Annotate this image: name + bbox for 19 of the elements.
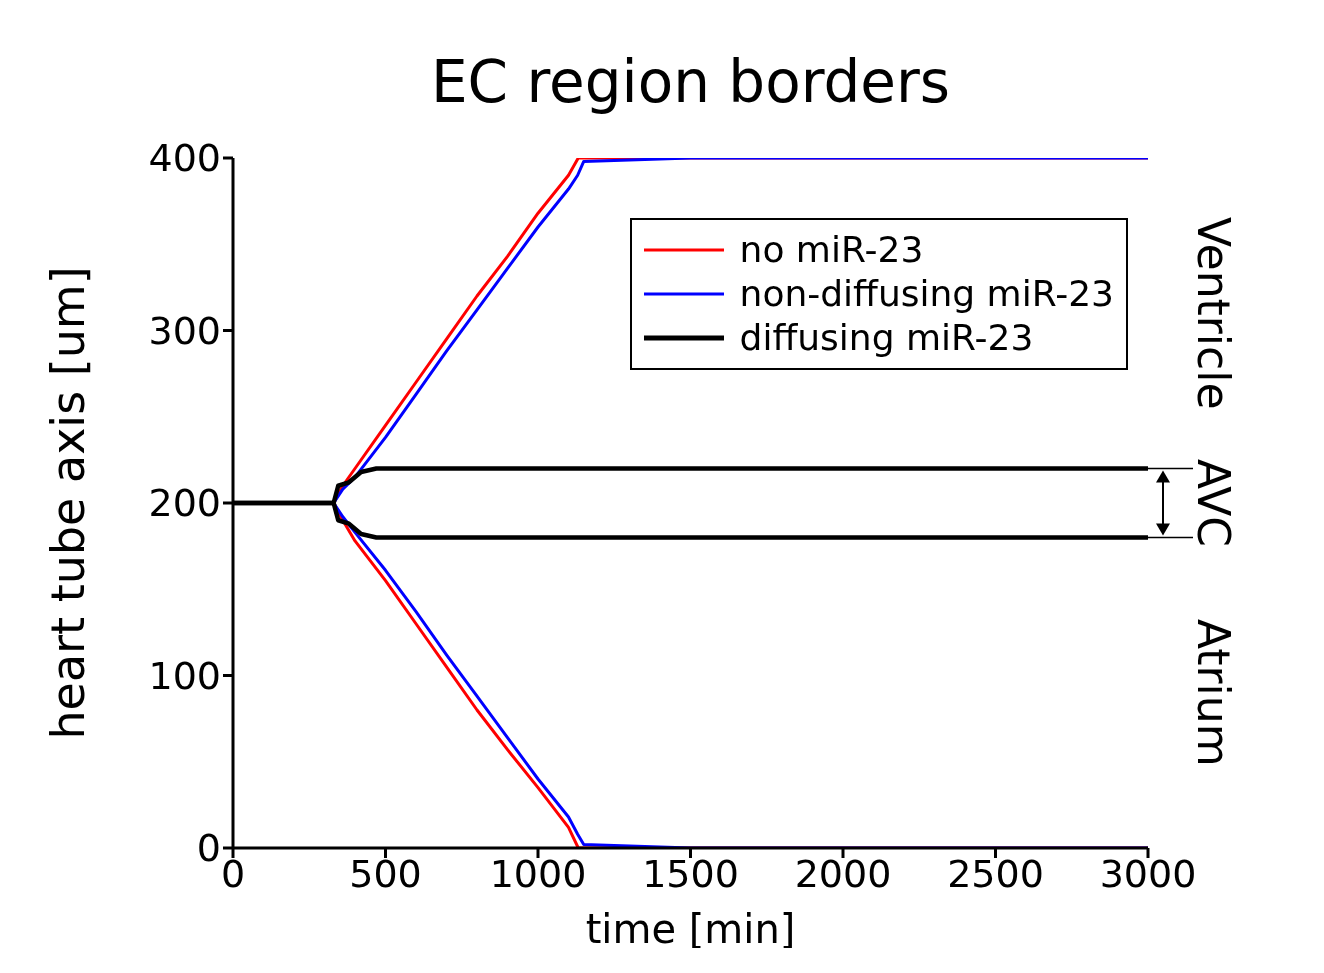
legend-label: non-diffusing miR-23: [739, 272, 1114, 316]
legend-label: diffusing miR-23: [739, 316, 1034, 360]
x-tick-label: 3000: [1099, 851, 1197, 896]
x-tick-label: 1500: [642, 851, 739, 896]
x-tick-label: 2500: [947, 851, 1044, 896]
text: Atrium: [1187, 618, 1239, 767]
text: AVC: [1187, 458, 1239, 548]
x-axis-title: time [min]: [585, 906, 796, 952]
text: Ventricle: [1187, 216, 1239, 410]
x-tick-label: 500: [349, 851, 422, 896]
y-tick-label: 100: [148, 653, 221, 698]
y-tick-label: 400: [148, 136, 221, 181]
x-tick-label: 1000: [489, 851, 587, 896]
legend-label: no miR-23: [739, 228, 924, 272]
x-tick-label: 2000: [794, 851, 892, 896]
y-axis-title: heart tube axis [um]: [41, 266, 96, 740]
chart-title: EC region borders: [429, 48, 952, 116]
y-tick-label: 200: [148, 481, 221, 526]
y-tick-label: 300: [148, 308, 221, 353]
